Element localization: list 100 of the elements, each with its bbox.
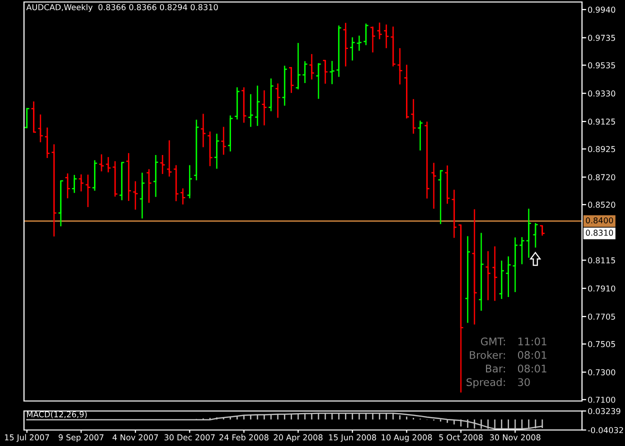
y-tick-label: 0.7705 bbox=[588, 314, 616, 320]
candlestick bbox=[424, 121, 430, 200]
candlestick bbox=[376, 22, 382, 40]
y-tick-label: 0.7910 bbox=[588, 285, 616, 292]
y-tick-label: 0.8115 bbox=[588, 257, 616, 264]
candlestick bbox=[505, 256, 512, 298]
candlestick bbox=[492, 246, 498, 302]
candlestick bbox=[227, 114, 234, 152]
y-tick-label: 0.9535 bbox=[588, 62, 616, 68]
y-tick-label: 0.9940 bbox=[588, 6, 616, 13]
y-tick-label: 0.8720 bbox=[588, 174, 616, 180]
candlestick bbox=[498, 260, 505, 300]
text: Broker: 08:01 bbox=[470, 350, 546, 359]
candlestick bbox=[126, 152, 132, 202]
candlestick bbox=[71, 174, 78, 194]
candlestick bbox=[396, 48, 403, 86]
candlestick bbox=[78, 174, 84, 192]
candlestick bbox=[193, 119, 200, 181]
candlestick bbox=[444, 164, 450, 204]
candlestick bbox=[518, 236, 525, 265]
x-tick-label: 30 Nov 2008 bbox=[490, 434, 540, 440]
candlestick bbox=[451, 189, 458, 238]
candlestick bbox=[207, 130, 213, 167]
x-tick-label: 24 Feb 2008 bbox=[219, 434, 268, 440]
line-series bbox=[26, 412, 543, 430]
candlestick bbox=[404, 64, 410, 120]
candlestick bbox=[302, 60, 308, 84]
candlestick bbox=[84, 174, 91, 208]
y-tick-label: 0.03239 bbox=[588, 408, 620, 414]
candlestick bbox=[322, 60, 328, 84]
candlestick bbox=[160, 154, 166, 175]
candlestick bbox=[152, 154, 159, 198]
x-tick-label: 20 Apr 2008 bbox=[274, 434, 323, 442]
y-tick-label: 0.7100 bbox=[588, 396, 616, 403]
candlestick bbox=[92, 160, 98, 192]
candlestick bbox=[51, 144, 57, 238]
candlestick bbox=[248, 94, 254, 128]
candlestick bbox=[410, 98, 416, 134]
candlestick bbox=[30, 100, 37, 134]
x-tick-label: 15 Jul 2007 bbox=[4, 434, 50, 442]
y-tick-label: 0.8925 bbox=[588, 146, 616, 152]
candlestick bbox=[173, 164, 180, 202]
candlestick bbox=[139, 172, 146, 220]
candlestick bbox=[234, 86, 240, 120]
candlestick bbox=[539, 225, 546, 236]
candlestick bbox=[336, 24, 342, 78]
candlestick bbox=[261, 90, 268, 126]
x-tick-label: 4 Nov 2007 bbox=[112, 434, 158, 440]
candlestick bbox=[295, 42, 302, 90]
candlestick bbox=[512, 236, 518, 293]
candlestick bbox=[363, 22, 369, 46]
candlestick bbox=[44, 126, 50, 159]
candlestick bbox=[146, 168, 152, 204]
candlestick bbox=[417, 120, 424, 152]
candlestick bbox=[254, 85, 260, 127]
candlestick bbox=[282, 65, 288, 106]
candlestick bbox=[383, 24, 390, 49]
candlestick bbox=[342, 22, 349, 68]
candlestick bbox=[105, 156, 112, 173]
candlestick bbox=[288, 66, 294, 94]
candlestick bbox=[349, 36, 356, 62]
y-tick-label: 0.9330 bbox=[588, 90, 616, 97]
candlestick bbox=[214, 133, 220, 170]
x-tick-label: 15 Jun 2008 bbox=[329, 434, 376, 442]
text: GMT: 11:01 bbox=[480, 337, 546, 346]
y-tick-label: 0.8520 bbox=[588, 202, 616, 208]
y-tick-label: 0.7505 bbox=[588, 341, 616, 348]
candlestick bbox=[458, 224, 464, 394]
candlestick bbox=[180, 188, 186, 206]
y-tick-label: 0.9735 bbox=[588, 34, 616, 41]
y-tick-label: 0.9125 bbox=[588, 118, 616, 125]
x-tick-label: 30 Dec 2007 bbox=[164, 434, 215, 440]
candlestick bbox=[186, 164, 193, 199]
x-tick-label: 10 Aug 2008 bbox=[382, 434, 432, 442]
candlestick bbox=[274, 82, 281, 118]
candlestick bbox=[430, 162, 437, 210]
candlestick bbox=[112, 160, 118, 198]
candlestick bbox=[166, 140, 172, 178]
chart-title: AUDCAD,Weekly 0.8366 0.8366 0.8294 0.8310 bbox=[26, 4, 218, 12]
chart-title: MACD(12,26,9) bbox=[27, 411, 87, 418]
candlestick bbox=[64, 172, 71, 199]
candlestick bbox=[485, 250, 491, 301]
candlestick bbox=[24, 107, 30, 129]
candlestick bbox=[308, 53, 315, 80]
annotation: 0.8310 bbox=[586, 230, 613, 236]
x-tick-label: 5 Oct 2008 bbox=[439, 434, 483, 440]
candlestick bbox=[240, 86, 247, 124]
candlestick bbox=[316, 62, 322, 100]
candlestick bbox=[438, 169, 444, 225]
candlestick bbox=[98, 154, 104, 172]
candlestick bbox=[464, 236, 471, 324]
text: Bar: 08:01 bbox=[486, 364, 546, 372]
y-tick-label: 0.7300 bbox=[588, 369, 616, 376]
candlestick bbox=[220, 126, 227, 156]
y-tick-label: -0.04032 bbox=[588, 427, 623, 434]
candlestick bbox=[472, 208, 478, 326]
candlestick bbox=[118, 162, 125, 201]
candlestick bbox=[268, 78, 274, 112]
candlestick bbox=[390, 26, 396, 68]
candlestick bbox=[356, 35, 362, 52]
